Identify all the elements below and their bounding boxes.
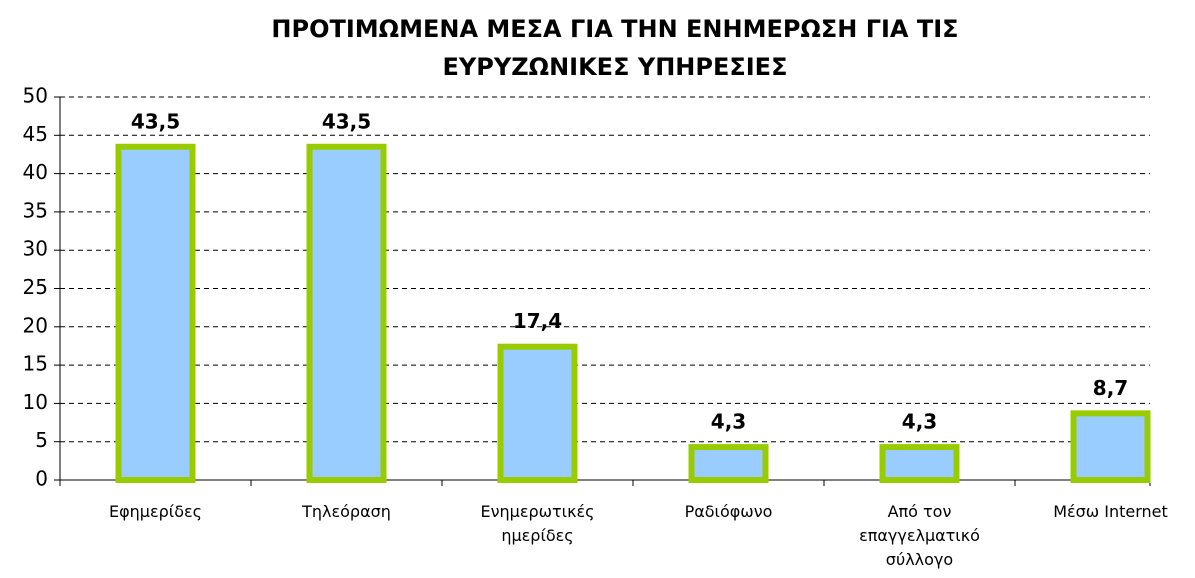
bar xyxy=(115,143,196,483)
bar xyxy=(306,143,387,483)
y-tick-label: 20 xyxy=(23,313,48,337)
data-label: 8,7 xyxy=(1093,376,1128,400)
y-tick-label: 35 xyxy=(23,198,48,222)
data-label: 4,3 xyxy=(902,410,937,434)
y-tick-label: 50 xyxy=(23,84,48,108)
bar xyxy=(1070,410,1151,483)
chart-title: ΕΥΡΥΖΩΝΙΚΕΣ ΥΠΗΡΕΣΙΕΣ xyxy=(443,53,788,81)
y-tick-label: 40 xyxy=(23,160,48,184)
data-label: 4,3 xyxy=(711,410,746,434)
x-tick-label: Ραδιόφωνο xyxy=(684,502,773,521)
y-tick-label: 30 xyxy=(23,237,48,261)
data-label: 43,5 xyxy=(322,109,371,133)
y-tick-label: 25 xyxy=(23,275,48,299)
y-tick-label: 15 xyxy=(23,352,48,376)
bar xyxy=(688,444,769,484)
x-tick-label: Μέσω Internet xyxy=(1053,502,1168,521)
x-tick-label: Εφημερίδες xyxy=(108,502,203,521)
bar xyxy=(497,343,578,483)
y-tick-label: 10 xyxy=(23,390,48,414)
chart-title: ΠΡΟΤΙΜΩΜΕΝΑ ΜΕΣΑ ΓΙΑ ΤΗΝ ΕΝΗΜΕΡΩΣΗ ΓΙΑ Τ… xyxy=(271,15,958,43)
y-tick-label: 45 xyxy=(23,122,48,146)
x-tick-label: Τηλεόραση xyxy=(302,502,391,521)
y-tick-label: 0 xyxy=(35,467,48,491)
x-tick-label: Από τον επαγγελματικό σύλλογο xyxy=(859,502,980,569)
x-tick-label: Ενημερωτικές ημερίδες xyxy=(480,502,595,545)
bar xyxy=(879,444,960,484)
y-tick-label: 5 xyxy=(35,428,48,452)
data-label: 17,4 xyxy=(513,309,562,333)
data-label: 43,5 xyxy=(131,109,180,133)
